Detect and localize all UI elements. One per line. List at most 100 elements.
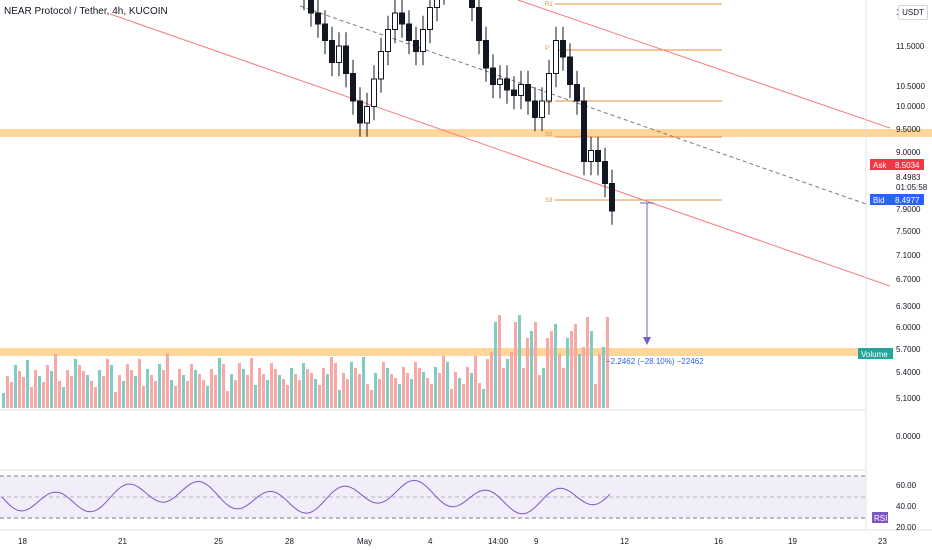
volume-bar: [418, 368, 421, 408]
volume-bar: [498, 315, 501, 408]
volume-bar: [514, 322, 517, 408]
channel-upper-line[interactable]: [517, 0, 891, 129]
channel-lower-line[interactable]: [109, 13, 891, 287]
volume-bar: [394, 378, 397, 408]
volume-bar: [166, 353, 169, 408]
volume-bar: [286, 385, 289, 408]
volume-bar: [18, 371, 21, 408]
volume-bar: [422, 372, 425, 408]
volume-bar: [58, 381, 61, 408]
price-range-measure[interactable]: −2.2462 (−28.10%) −22462: [606, 202, 704, 366]
volume-bar: [230, 374, 233, 408]
time-tick: 23: [878, 537, 887, 546]
time-tick: 9: [534, 537, 539, 546]
volume-bar: [370, 390, 373, 408]
volume-bar: [282, 379, 285, 408]
candle: [504, 78, 510, 91]
price-tick: 9.0000: [896, 148, 921, 157]
volume-bar: [258, 368, 261, 408]
candle: [399, 12, 405, 25]
currency-button[interactable]: USDT: [898, 5, 928, 20]
time-tick: 4: [428, 537, 433, 546]
volume-bar: [130, 370, 133, 408]
volume-bar: [234, 380, 237, 408]
volume-bar: [34, 370, 37, 408]
volume-bar: [118, 375, 121, 408]
volume-bar: [382, 362, 385, 408]
volume-bar: [250, 358, 253, 408]
volume-bar: [554, 324, 557, 408]
volume-bar: [406, 373, 409, 408]
candle: [434, 0, 440, 8]
candlestick-series[interactable]: [260, 0, 615, 225]
candle: [476, 7, 482, 41]
candle: [525, 84, 531, 102]
volume-bar: [586, 317, 589, 408]
volume-bar: [126, 364, 129, 408]
volume-bar: [142, 386, 145, 408]
volume-bar: [314, 379, 317, 408]
volume-bar: [346, 379, 349, 408]
volume-bar: [210, 369, 213, 408]
candle: [413, 40, 419, 52]
volume-bar: [198, 374, 201, 408]
volume-bar: [114, 392, 117, 408]
ask-tag: Ask 8.5034: [870, 159, 924, 170]
volume-bar: [490, 352, 493, 408]
rsi-line: [1, 479, 611, 515]
time-axis[interactable]: 18 21 25 28 May 4 14:00 9 12 16 19 23: [18, 537, 887, 546]
volume-tag: Volume: [858, 348, 893, 359]
volume-bar: [262, 374, 265, 408]
candle: [560, 40, 566, 58]
price-tick: 6.0000: [896, 323, 921, 332]
chart-title: NEAR Protocol / Tether, 4h, KUCOIN: [4, 6, 168, 17]
volume-bar: [50, 371, 53, 408]
candle: [567, 56, 573, 85]
time-tick: 14:00: [488, 537, 509, 546]
candle: [595, 150, 601, 162]
channel-mid-line[interactable]: [299, 5, 867, 205]
volume-bar: [362, 357, 365, 408]
candle: [336, 45, 342, 63]
candle: [553, 40, 559, 74]
volume-bar: [202, 380, 205, 408]
volume-bar: [122, 381, 125, 408]
target-zone[interactable]: [0, 348, 866, 356]
volume-bar: [38, 376, 41, 408]
volume-bar: [238, 363, 241, 408]
candle: [539, 100, 545, 118]
volume-bar: [366, 384, 369, 408]
resistance-zone[interactable]: [0, 129, 932, 137]
svg-text:Bid: Bid: [873, 196, 885, 205]
volume-bar: [22, 377, 25, 408]
candle: [588, 150, 594, 162]
svg-text:8.4977: 8.4977: [895, 196, 920, 205]
candle: [420, 29, 426, 52]
volume-bar: [570, 331, 573, 408]
candle: [532, 100, 538, 118]
volume-bar: [446, 362, 449, 408]
volume-bar: [110, 365, 113, 408]
volume-bar: [322, 368, 325, 408]
price-tick: 5.1000: [896, 394, 921, 403]
volume-bar: [598, 354, 601, 408]
time-tick: 28: [285, 537, 294, 546]
volume-bar: [398, 384, 401, 408]
rsi-tick-40: 40.00: [896, 502, 917, 511]
time-tick: 18: [18, 537, 27, 546]
candle: [371, 78, 377, 107]
volume-bar: [154, 381, 157, 408]
price-axis[interactable]: 11.5000 10.5000 10.0000 9.5000 9.0000 7.9000 7…: [896, 42, 925, 403]
volume-bar: [478, 383, 481, 408]
price-tick: 5.4000: [896, 368, 921, 377]
volume-bar: [482, 389, 485, 408]
volume-bar: [298, 380, 301, 408]
candle: [546, 73, 552, 102]
volume-bar: [358, 374, 361, 408]
volume-bar: [562, 368, 565, 408]
volume-bar: [606, 317, 609, 408]
volume-bar: [106, 359, 109, 408]
volume-bar: [566, 338, 569, 408]
candle: [308, 0, 314, 14]
